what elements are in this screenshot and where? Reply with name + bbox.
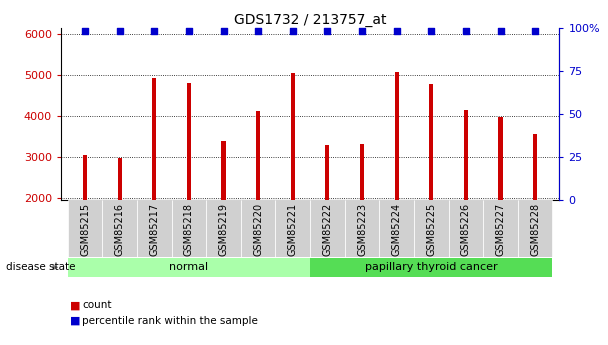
Text: normal: normal: [170, 263, 209, 272]
FancyBboxPatch shape: [310, 258, 553, 277]
FancyBboxPatch shape: [275, 200, 310, 257]
Text: GSM85226: GSM85226: [461, 203, 471, 256]
Text: GSM85215: GSM85215: [80, 203, 90, 256]
Text: GSM85223: GSM85223: [357, 203, 367, 256]
Text: GSM85218: GSM85218: [184, 203, 194, 256]
Bar: [464, 110, 468, 200]
Text: GSM85216: GSM85216: [115, 203, 125, 256]
Point: [80, 28, 90, 34]
Title: GDS1732 / 213757_at: GDS1732 / 213757_at: [234, 12, 386, 27]
Text: ■: ■: [70, 316, 80, 326]
Text: GSM85220: GSM85220: [253, 203, 263, 256]
Text: GSM85224: GSM85224: [392, 203, 402, 256]
Bar: [152, 78, 156, 200]
Bar: [395, 71, 399, 200]
FancyBboxPatch shape: [241, 200, 275, 257]
Point: [461, 28, 471, 34]
Text: ■: ■: [70, 300, 80, 310]
FancyBboxPatch shape: [449, 200, 483, 257]
Text: GSM85225: GSM85225: [426, 203, 437, 256]
FancyBboxPatch shape: [67, 258, 310, 277]
Point: [496, 28, 505, 34]
FancyBboxPatch shape: [310, 200, 345, 257]
Bar: [187, 83, 191, 200]
Point: [426, 28, 436, 34]
Point: [219, 28, 229, 34]
Text: GSM85221: GSM85221: [288, 203, 298, 256]
Bar: [325, 145, 330, 200]
Bar: [499, 117, 503, 200]
FancyBboxPatch shape: [137, 200, 171, 257]
FancyBboxPatch shape: [171, 200, 206, 257]
Text: GSM85227: GSM85227: [496, 203, 505, 256]
Bar: [117, 158, 122, 200]
Bar: [291, 73, 295, 200]
FancyBboxPatch shape: [379, 200, 414, 257]
Text: disease state: disease state: [6, 263, 75, 272]
FancyBboxPatch shape: [102, 200, 137, 257]
FancyBboxPatch shape: [206, 200, 241, 257]
Point: [115, 28, 125, 34]
FancyBboxPatch shape: [483, 200, 518, 257]
Bar: [429, 84, 434, 200]
Bar: [533, 135, 537, 200]
FancyBboxPatch shape: [67, 200, 102, 257]
Point: [357, 28, 367, 34]
Text: count: count: [82, 300, 112, 310]
Point: [322, 28, 332, 34]
FancyBboxPatch shape: [414, 200, 449, 257]
Point: [150, 28, 159, 34]
Bar: [360, 144, 364, 200]
Text: GSM85219: GSM85219: [218, 203, 229, 256]
Bar: [256, 110, 260, 200]
Point: [530, 28, 540, 34]
Bar: [83, 155, 87, 200]
FancyBboxPatch shape: [518, 200, 553, 257]
Text: GSM85217: GSM85217: [150, 203, 159, 256]
Text: GSM85222: GSM85222: [322, 203, 333, 256]
Point: [184, 28, 194, 34]
Point: [392, 28, 401, 34]
Point: [254, 28, 263, 34]
Bar: [221, 141, 226, 200]
Text: GSM85228: GSM85228: [530, 203, 540, 256]
Text: percentile rank within the sample: percentile rank within the sample: [82, 316, 258, 326]
Text: papillary thyroid cancer: papillary thyroid cancer: [365, 263, 497, 272]
FancyBboxPatch shape: [345, 200, 379, 257]
Point: [288, 28, 298, 34]
